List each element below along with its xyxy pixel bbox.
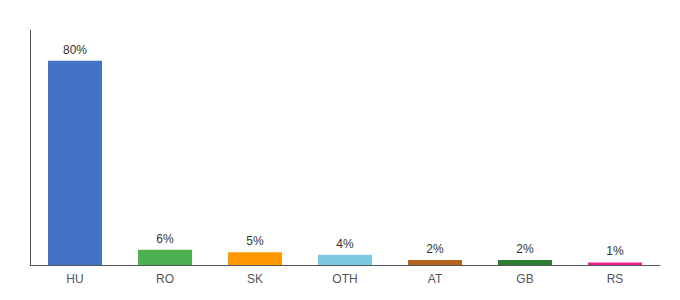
svg-text:80%: 80% — [63, 43, 87, 57]
svg-text:GB: GB — [516, 272, 533, 286]
svg-text:1%: 1% — [606, 244, 624, 258]
svg-text:SK: SK — [247, 272, 263, 286]
svg-text:4%: 4% — [336, 237, 354, 251]
svg-text:2%: 2% — [426, 242, 444, 256]
svg-text:HU: HU — [66, 272, 83, 286]
svg-text:2%: 2% — [516, 242, 534, 256]
svg-text:OTH: OTH — [332, 272, 357, 286]
svg-text:6%: 6% — [156, 232, 174, 246]
svg-text:RS: RS — [607, 272, 624, 286]
svg-text:AT: AT — [428, 272, 443, 286]
svg-text:5%: 5% — [246, 234, 264, 248]
svg-text:RO: RO — [156, 272, 174, 286]
